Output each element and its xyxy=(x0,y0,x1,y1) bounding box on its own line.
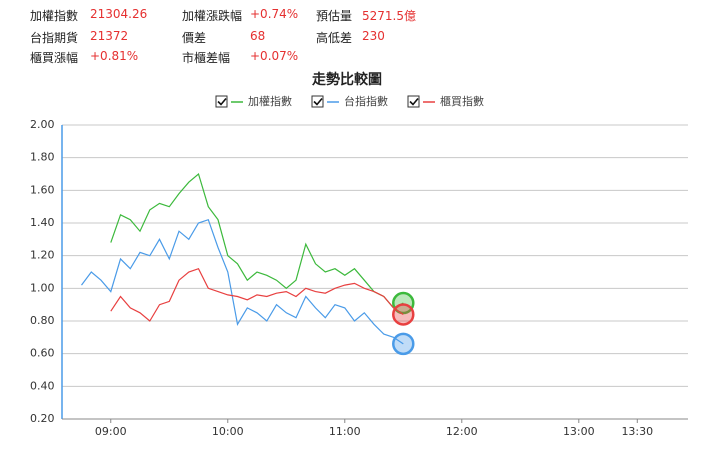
info-label: 預估量 xyxy=(316,9,353,23)
y-tick-label: 1.40 xyxy=(30,216,55,229)
legend-label: 加權指數 xyxy=(248,94,292,108)
legend-checkbox xyxy=(407,95,420,108)
y-tick-label: 0.60 xyxy=(30,347,55,360)
legend-check xyxy=(217,97,227,106)
legend-item[interactable]: 加權指數 xyxy=(215,94,292,108)
x-tick-label: 13:30 xyxy=(621,425,653,438)
chart-title: 走勢比較圖 xyxy=(312,71,382,88)
info-label: 台指期貨 xyxy=(30,31,79,45)
legend-item[interactable]: 櫃買指數 xyxy=(407,94,484,108)
legend-label: 台指指數 xyxy=(344,94,388,108)
info-label: 市櫃差幅 xyxy=(182,51,231,65)
y-tick-label: 1.00 xyxy=(30,281,55,294)
y-tick-label: 0.80 xyxy=(30,314,55,327)
legend-checkbox xyxy=(311,95,324,108)
info-label: 加權指數 xyxy=(30,9,79,23)
x-tick-label: 12:00 xyxy=(446,425,478,438)
series-line xyxy=(81,218,404,345)
info-value: 21304.26 xyxy=(90,7,148,21)
info-value: +0.07% xyxy=(250,49,299,63)
x-tick-label: 13:00 xyxy=(563,425,595,438)
legend-item[interactable]: 台指指數 xyxy=(311,94,388,108)
x-tick-label: 11:00 xyxy=(329,425,361,438)
y-tick-label: 0.40 xyxy=(30,379,55,392)
info-label: 價差 xyxy=(182,31,207,45)
x-tick-label: 10:00 xyxy=(212,425,244,438)
info-value: 68 xyxy=(250,29,266,43)
y-tick-label: 1.60 xyxy=(30,183,55,196)
legend-check xyxy=(313,97,323,106)
info-value: 230 xyxy=(362,29,385,43)
end-marker xyxy=(392,291,415,315)
series-line xyxy=(110,267,404,322)
info-value: +0.74% xyxy=(250,7,299,21)
legend-check xyxy=(409,97,419,106)
y-tick-label: 0.20 xyxy=(30,412,55,425)
info-label: 櫃買漲幅 xyxy=(30,51,79,65)
legend-checkbox xyxy=(215,95,228,108)
info-value: 21372 xyxy=(90,29,129,43)
legend-label: 櫃買指數 xyxy=(440,94,484,108)
end-marker xyxy=(392,332,415,356)
series-line xyxy=(110,172,404,309)
y-tick-label: 1.20 xyxy=(30,249,55,262)
info-value: 5271.5億 xyxy=(362,9,416,23)
y-tick-label: 1.80 xyxy=(30,151,55,164)
x-tick-label: 09:00 xyxy=(95,425,127,438)
info-label: 高低差 xyxy=(316,31,353,45)
end-marker xyxy=(392,303,415,326)
info-value: +0.81% xyxy=(90,49,139,63)
y-tick-label: 2.00 xyxy=(30,118,55,131)
info-label: 加權漲跌幅 xyxy=(182,9,243,23)
